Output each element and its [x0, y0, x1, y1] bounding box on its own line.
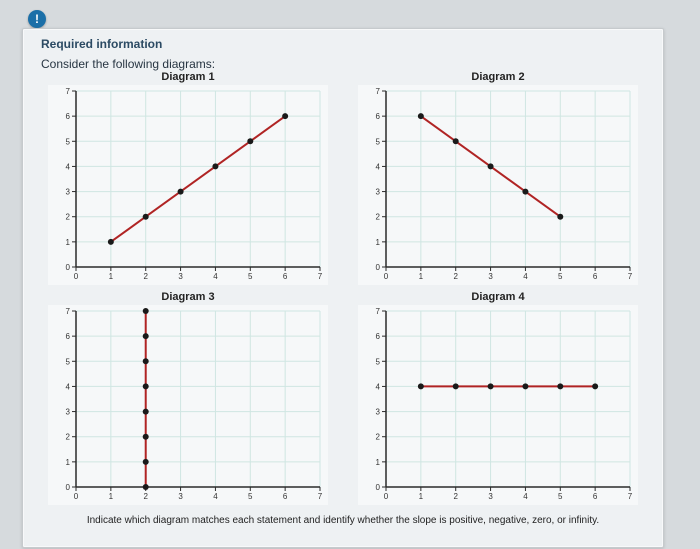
- svg-text:0: 0: [66, 263, 71, 272]
- charts-grid: Diagram 1 0 1 2 3 4 5 6 7 0 1 2 3 4 5 6 7 Diagram 2 0 1 2…: [33, 71, 653, 505]
- svg-text:7: 7: [66, 87, 71, 96]
- chart-cell-1: Diagram 1 0 1 2 3 4 5 6 7 0 1 2 3 4 5 6 7: [33, 71, 343, 285]
- svg-text:2: 2: [453, 492, 458, 501]
- svg-text:7: 7: [318, 272, 323, 281]
- consider-text: Consider the following diagrams:: [41, 57, 663, 71]
- svg-text:2: 2: [376, 213, 381, 222]
- svg-text:7: 7: [66, 307, 71, 316]
- svg-text:5: 5: [66, 137, 71, 146]
- svg-text:6: 6: [593, 492, 598, 501]
- chart-title: Diagram 1: [161, 71, 214, 83]
- chart-cell-4: Diagram 4 0 1 2 3 4 5 6 7 0 1 2 3 4 5 6 7: [343, 291, 653, 505]
- svg-text:6: 6: [376, 112, 381, 121]
- svg-text:1: 1: [109, 272, 114, 281]
- svg-text:7: 7: [628, 272, 633, 281]
- svg-text:0: 0: [66, 483, 71, 492]
- svg-text:4: 4: [523, 492, 528, 501]
- svg-text:3: 3: [376, 408, 381, 417]
- svg-text:7: 7: [376, 87, 381, 96]
- svg-text:1: 1: [419, 492, 424, 501]
- svg-text:1: 1: [376, 238, 381, 247]
- svg-text:4: 4: [523, 272, 528, 281]
- svg-text:6: 6: [66, 112, 71, 121]
- svg-text:1: 1: [376, 458, 381, 467]
- svg-text:6: 6: [593, 272, 598, 281]
- svg-text:2: 2: [143, 272, 148, 281]
- svg-text:6: 6: [66, 332, 71, 341]
- required-label: Required information: [41, 37, 663, 51]
- svg-text:2: 2: [453, 272, 458, 281]
- svg-text:3: 3: [376, 188, 381, 197]
- svg-text:5: 5: [376, 357, 381, 366]
- chart-title: Diagram 2: [471, 71, 524, 83]
- svg-text:3: 3: [488, 272, 493, 281]
- svg-text:5: 5: [248, 272, 253, 281]
- svg-text:2: 2: [66, 213, 71, 222]
- svg-text:5: 5: [558, 492, 563, 501]
- svg-text:4: 4: [376, 162, 381, 171]
- chart-plot-2: 0 1 2 3 4 5 6 7 0 1 2 3 4 5 6 7: [358, 85, 638, 285]
- svg-text:4: 4: [66, 162, 71, 171]
- svg-text:4: 4: [376, 382, 381, 391]
- svg-text:0: 0: [74, 272, 79, 281]
- svg-text:6: 6: [376, 332, 381, 341]
- svg-text:4: 4: [66, 382, 71, 391]
- page: ! Required information Consider the foll…: [0, 0, 700, 549]
- svg-text:2: 2: [143, 492, 148, 501]
- alert-badge: !: [28, 10, 46, 28]
- svg-text:5: 5: [376, 137, 381, 146]
- chart-title: Diagram 4: [471, 291, 524, 303]
- svg-text:1: 1: [66, 458, 71, 467]
- svg-text:0: 0: [74, 492, 79, 501]
- chart-title: Diagram 3: [161, 291, 214, 303]
- chart-plot-3: 0 1 2 3 4 5 6 7 0 1 2 3 4 5 6 7: [48, 305, 328, 505]
- svg-text:5: 5: [66, 357, 71, 366]
- chart-plot-1: 0 1 2 3 4 5 6 7 0 1 2 3 4 5 6 7: [48, 85, 328, 285]
- svg-text:6: 6: [283, 492, 288, 501]
- svg-text:3: 3: [66, 188, 71, 197]
- svg-text:0: 0: [376, 483, 381, 492]
- svg-text:4: 4: [213, 272, 218, 281]
- svg-text:1: 1: [419, 272, 424, 281]
- chart-cell-2: Diagram 2 0 1 2 3 4 5 6 7 0 1 2 3 4 5 6 7: [343, 71, 653, 285]
- svg-text:7: 7: [318, 492, 323, 501]
- svg-text:2: 2: [376, 433, 381, 442]
- svg-text:5: 5: [248, 492, 253, 501]
- svg-text:3: 3: [178, 492, 183, 501]
- svg-text:7: 7: [628, 492, 633, 501]
- chart-plot-4: 0 1 2 3 4 5 6 7 0 1 2 3 4 5 6 7: [358, 305, 638, 505]
- svg-text:5: 5: [558, 272, 563, 281]
- svg-text:4: 4: [213, 492, 218, 501]
- svg-text:2: 2: [66, 433, 71, 442]
- svg-text:0: 0: [376, 263, 381, 272]
- svg-text:3: 3: [488, 492, 493, 501]
- svg-text:0: 0: [384, 492, 389, 501]
- question-card: Required information Consider the follow…: [22, 28, 664, 548]
- svg-text:3: 3: [66, 408, 71, 417]
- footer-text: Indicate which diagram matches each stat…: [23, 515, 663, 526]
- svg-text:7: 7: [376, 307, 381, 316]
- svg-text:1: 1: [109, 492, 114, 501]
- chart-cell-3: Diagram 3 0 1 2 3 4 5 6 7 0 1 2 3 4 5 6 7: [33, 291, 343, 505]
- svg-text:6: 6: [283, 272, 288, 281]
- svg-text:3: 3: [178, 272, 183, 281]
- svg-text:1: 1: [66, 238, 71, 247]
- svg-text:0: 0: [384, 272, 389, 281]
